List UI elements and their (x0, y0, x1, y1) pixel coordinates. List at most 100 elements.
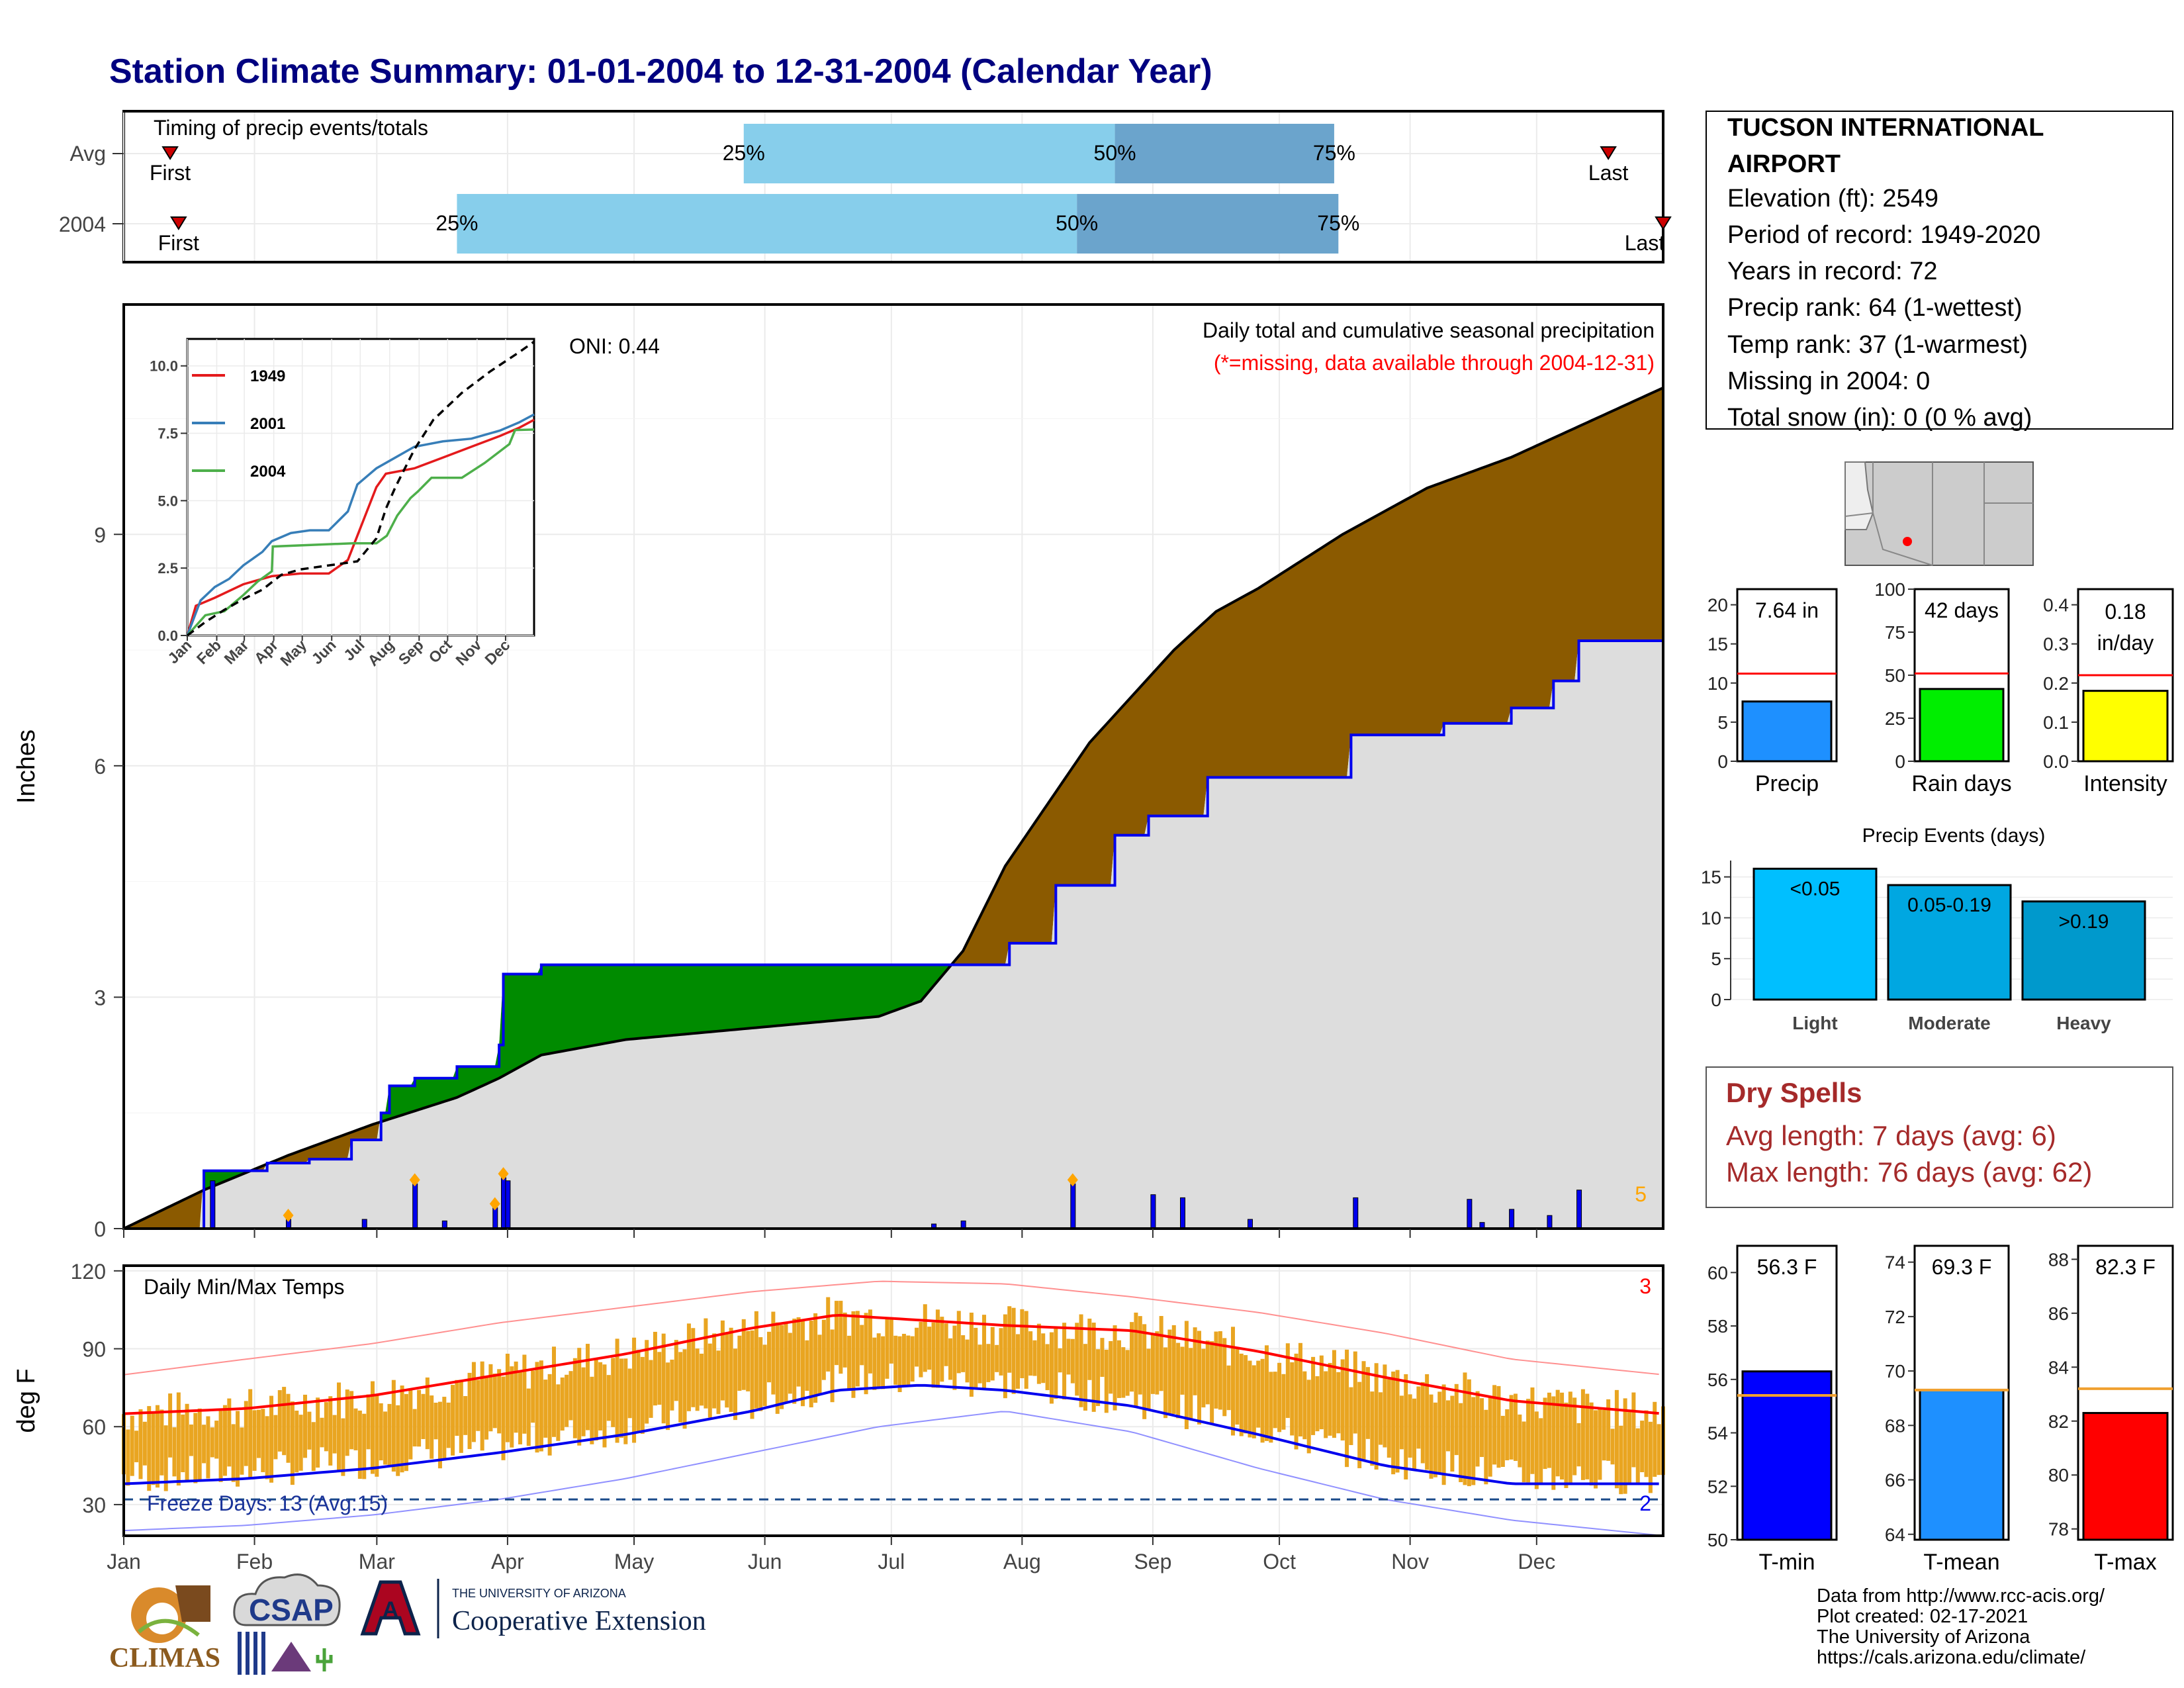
temp-bar-1 (1919, 1389, 2005, 1541)
daily-temp-bar (1361, 1361, 1366, 1462)
precip-events-panel: Precip Events (days) 0 5 10 15 <0.05 Light 0.0… (1701, 825, 2173, 1033)
daily-temp-bar (155, 1405, 159, 1488)
daily-precip-bar (492, 1207, 498, 1229)
daily-temp-bar (1281, 1374, 1286, 1430)
station-missing: Missing in 2004: 0 (1727, 367, 1930, 395)
daily-temp-bar (1319, 1355, 1324, 1430)
summary-tick-label-2-1: 0.1 (2043, 712, 2069, 733)
station-name-line1: TUCSON INTERNATIONAL (1727, 114, 2044, 142)
daily-temp-bar (581, 1367, 586, 1436)
precip-record-marker (409, 1173, 420, 1187)
csap-mountain-icon (271, 1642, 311, 1671)
daily-temp-bar (1273, 1372, 1277, 1429)
daily-temp-bar (417, 1389, 422, 1447)
daily-temp-bar (1049, 1332, 1054, 1404)
daily-temp-bar (400, 1385, 404, 1473)
daily-temp-bar (437, 1401, 442, 1469)
daily-temp-bar (1560, 1392, 1565, 1480)
daily-temp-bar (1079, 1314, 1083, 1407)
daily-temp-bar (1197, 1331, 1202, 1425)
oni-label: ONI: 0.44 (569, 334, 660, 358)
daily-temp-bar (1610, 1429, 1615, 1465)
university-of-arizona-logo: A THE UNIVERSITY OF ARIZONA Cooperative … (360, 1579, 706, 1638)
locator-map (1844, 461, 2034, 566)
precip-events-title: Precip Events (days) (1862, 825, 2046, 847)
daily-temp-bar (1210, 1341, 1214, 1425)
daily-temp-bar (1644, 1410, 1649, 1477)
daily-temp-bar (1598, 1409, 1602, 1480)
daily-temp-bar (248, 1389, 253, 1477)
station-info-box: TUCSON INTERNATIONAL AIRPORT Elevation (… (1706, 111, 2173, 432)
inset-series-3 (186, 340, 535, 637)
temp-count-top: 3 (1639, 1274, 1651, 1298)
daily-temp-bar (864, 1313, 868, 1395)
daily-temp-bar (375, 1395, 379, 1477)
daily-temp-bar (1269, 1372, 1273, 1443)
station-precip-rank: Precip rank: 64 (1-wettest) (1727, 294, 2023, 322)
dry-spells-max: Max length: 76 days (avg: 62) (1726, 1156, 2092, 1188)
daily-temp-bar (666, 1362, 670, 1430)
events-bar-2 (2021, 900, 2146, 1001)
daily-temp-bar (788, 1333, 792, 1394)
climas-wordmark: CLIMAS (109, 1643, 220, 1673)
daily-temp-bar (1180, 1346, 1185, 1395)
daily-temp-bar (1201, 1348, 1206, 1408)
daily-temp-bar (1109, 1340, 1113, 1394)
daily-temp-bar (931, 1322, 936, 1388)
inset-ytick-label-3: 7.5 (158, 426, 178, 442)
daily-temp-bar (1146, 1348, 1151, 1409)
daily-temp-bar (686, 1323, 691, 1411)
daily-temp-bar (915, 1327, 919, 1367)
daily-temp-bar (1619, 1425, 1623, 1495)
daily-temp-bar (1404, 1374, 1408, 1479)
daily-precip-bar (1547, 1215, 1553, 1229)
precip-ytick-label-2: 6 (94, 755, 106, 778)
daily-temp-bar (1285, 1343, 1290, 1419)
daily-temp-bar (290, 1401, 295, 1485)
daily-temp-bar (754, 1311, 758, 1409)
daily-temp-bar (1340, 1359, 1345, 1441)
daily-temp-bar (1328, 1362, 1332, 1436)
daily-temp-bar (792, 1318, 797, 1404)
daily-temp-bar (1526, 1399, 1531, 1483)
daily-temp-bar (218, 1411, 223, 1482)
temp-bar-label-0: T-min (1759, 1550, 1815, 1575)
timing-last-label-0: Last (1588, 161, 1629, 185)
daily-temp-bar (1505, 1409, 1510, 1461)
daily-temp-bar (307, 1411, 312, 1450)
daily-temp-bar (505, 1354, 510, 1442)
daily-temp-bar (923, 1304, 927, 1372)
daily-temp-bar (906, 1335, 911, 1385)
daily-temp-bar (598, 1362, 603, 1430)
precip-missing-note: (*=missing, data available through 2004-… (1214, 351, 1655, 375)
daily-temp-bar (1484, 1409, 1488, 1485)
daily-temp-bar (1471, 1397, 1476, 1485)
map-frame (1844, 461, 2034, 566)
month-label-4: May (614, 1550, 654, 1573)
station-frame (1706, 111, 2173, 430)
daily-temp-bar (1564, 1402, 1569, 1488)
daily-temp-bar (316, 1397, 320, 1468)
daily-temp-bar (404, 1393, 408, 1472)
daily-temp-bar (442, 1397, 447, 1460)
daily-temp-bar (821, 1319, 826, 1380)
daily-temp-bar (227, 1398, 232, 1467)
month-label-1: Feb (236, 1550, 273, 1573)
daily-temp-bar (1264, 1345, 1269, 1441)
timing-bar-25-50-1 (457, 194, 1077, 254)
daily-temp-bar (990, 1327, 995, 1381)
daily-temp-bar (661, 1333, 666, 1424)
inset-series-1 (186, 413, 535, 636)
daily-temp-bar (995, 1344, 999, 1372)
daily-temp-bar (653, 1331, 657, 1406)
daily-temp-bar (1640, 1421, 1645, 1472)
temp-bar-value-0: 56.3 F (1757, 1255, 1817, 1279)
daily-temp-bar (1551, 1396, 1556, 1490)
daily-temp-bar (674, 1340, 678, 1401)
daily-temp-bar (539, 1360, 543, 1452)
daily-temp-bar (839, 1301, 843, 1374)
temp-bar-tick-label-0-5: 60 (1707, 1262, 1728, 1283)
daily-temp-bar (471, 1362, 476, 1442)
daily-temp-bar (982, 1315, 987, 1389)
daily-temp-bar (623, 1358, 628, 1444)
